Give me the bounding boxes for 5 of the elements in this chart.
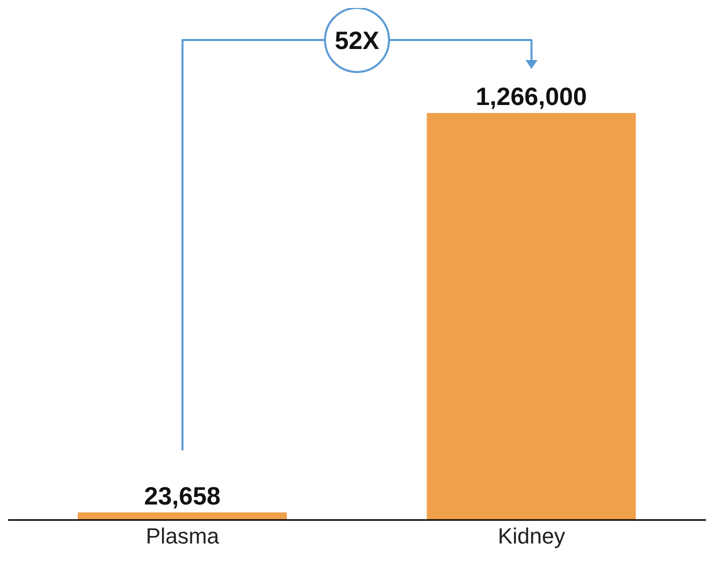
x-tick-label: Plasma bbox=[146, 524, 220, 549]
data-label: 23,658 bbox=[144, 482, 221, 510]
x-tick-label: Kidney bbox=[498, 524, 566, 549]
data-label: 1,266,000 bbox=[476, 83, 587, 111]
text: 52X bbox=[334, 27, 380, 55]
